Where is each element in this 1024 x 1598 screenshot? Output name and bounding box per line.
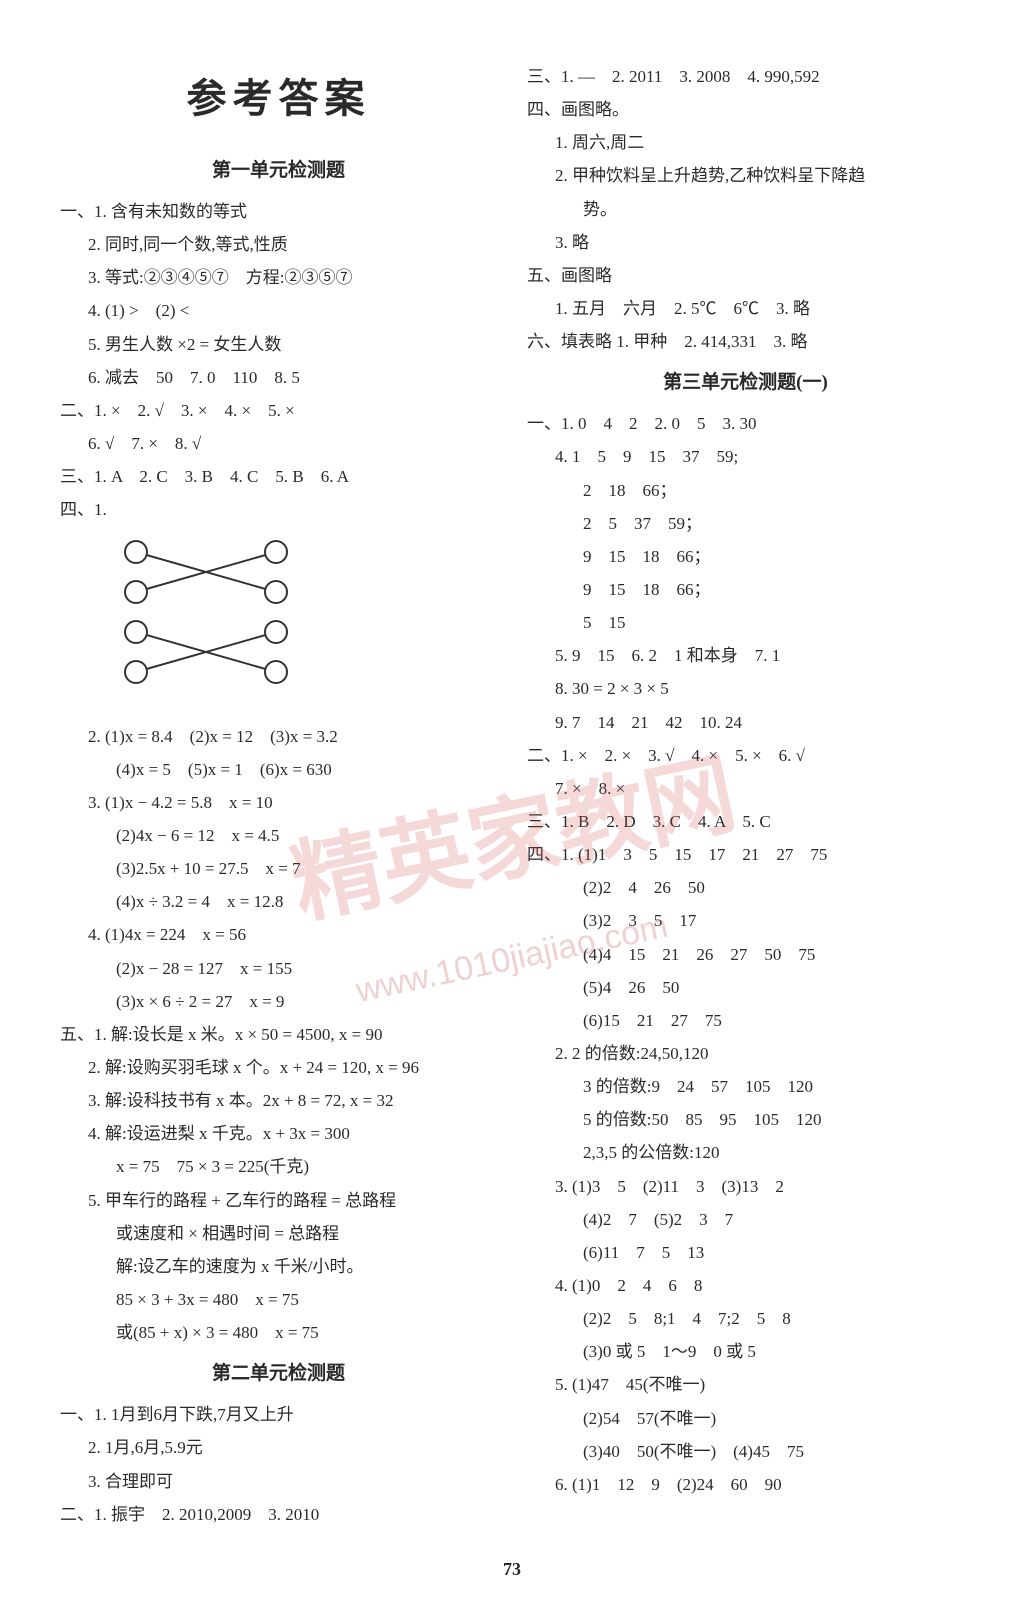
text-line: 2. 同时,同一个数,等式,性质 — [60, 228, 497, 261]
text-line: (3)0 或 5 1～9 0 或 5 — [527, 1335, 964, 1368]
text-line: (3)40 50(不唯一) (4)45 75 — [527, 1435, 964, 1468]
text-line: 4. (1)0 2 4 6 8 — [527, 1269, 964, 1302]
text-line: 二、1. × 2. × 3. √ 4. × 5. × 6. √ — [527, 739, 964, 772]
text-line: 四、1. — [60, 493, 497, 526]
section3-title: 第三单元检测题(一) — [527, 364, 964, 401]
text-line: 9 15 18 66； — [527, 573, 964, 606]
text-line: 或(85 + x) × 3 = 480 x = 75 — [60, 1316, 497, 1349]
text-line: 三、1. B 2. D 3. C 4. A 5. C — [527, 805, 964, 838]
text-line: 6. √ 7. × 8. √ — [60, 427, 497, 460]
text-line: 6. (1)1 12 9 (2)24 60 90 — [527, 1468, 964, 1501]
text-line: 7. × 8. × — [527, 772, 964, 805]
text-line: 三、1. A 2. C 3. B 4. C 5. B 6. A — [60, 460, 497, 493]
text-line: (3)x × 6 ÷ 2 = 27 x = 9 — [60, 985, 497, 1018]
text-line: 5 15 — [527, 606, 964, 639]
text-line: (6)11 7 5 13 — [527, 1236, 964, 1269]
text-line: 3. (1)3 5 (2)11 3 (3)13 2 — [527, 1170, 964, 1203]
text-line: 5. 甲车行的路程 + 乙车行的路程 = 总路程 — [60, 1184, 497, 1217]
text-line: 二、1. 振宇 2. 2010,2009 3. 2010 — [60, 1498, 497, 1531]
text-line: 或速度和 × 相遇时间 = 总路程 — [60, 1217, 497, 1250]
text-line: (6)15 21 27 75 — [527, 1004, 964, 1037]
text-line: 9. 7 14 21 42 10. 24 — [527, 706, 964, 739]
text-line: 2. 2 的倍数:24,50,120 — [527, 1037, 964, 1070]
text-line: 一、1. 含有未知数的等式 — [60, 195, 497, 228]
text-line: 4. (1) > (2) < — [60, 294, 497, 327]
text-line: 6. 减去 50 7. 0 110 8. 5 — [60, 361, 497, 394]
text-line: 5 的倍数:50 85 95 105 120 — [527, 1103, 964, 1136]
text-line: (2)2 4 26 50 — [527, 871, 964, 904]
text-line: 势。 — [527, 193, 964, 226]
text-line: (2)2 5 8;1 4 7;2 5 8 — [527, 1302, 964, 1335]
text-line: 1. 周六,周二 — [527, 126, 964, 159]
text-line: 85 × 3 + 3x = 480 x = 75 — [60, 1283, 497, 1316]
text-line: 3. 合理即可 — [60, 1465, 497, 1498]
text-line: (4)x ÷ 3.2 = 4 x = 12.8 — [60, 885, 497, 918]
text-line: 三、1. — 2. 2011 3. 2008 4. 990,592 — [527, 60, 964, 93]
text-line: 一、1. 1月到6月下跌,7月又上升 — [60, 1398, 497, 1431]
text-line: 4. 1 5 9 15 37 59; — [527, 440, 964, 473]
text-line: 5. (1)47 45(不唯一) — [527, 1368, 964, 1401]
text-line: (5)4 26 50 — [527, 971, 964, 1004]
main-title: 参考答案 — [60, 60, 497, 138]
text-line: 解:设乙车的速度为 x 千米/小时。 — [60, 1250, 497, 1283]
text-line: 2. (1)x = 8.4 (2)x = 12 (3)x = 3.2 — [60, 720, 497, 753]
text-line: 2. 1月,6月,5.9元 — [60, 1431, 497, 1464]
text-line: 9 15 18 66； — [527, 540, 964, 573]
text-line: (4)x = 5 (5)x = 1 (6)x = 630 — [60, 753, 497, 786]
text-line: 四、画图略。 — [527, 93, 964, 126]
text-line: 六、填表略 1. 甲种 2. 414,331 3. 略 — [527, 325, 964, 358]
page-number: 73 — [0, 1559, 1024, 1580]
text-line: 2,3,5 的公倍数:120 — [527, 1136, 964, 1169]
text-line: 五、1. 解:设长是 x 米。x × 50 = 4500, x = 90 — [60, 1018, 497, 1051]
text-line: 一、1. 0 4 2 2. 0 5 3. 30 — [527, 407, 964, 440]
text-line: 四、1. (1)1 3 5 15 17 21 27 75 — [527, 838, 964, 871]
section2-title: 第二单元检测题 — [60, 1355, 497, 1392]
text-line: x = 75 75 × 3 = 225(千克) — [60, 1150, 497, 1183]
text-line: 2 18 66； — [527, 474, 964, 507]
text-line: 4. (1)4x = 224 x = 56 — [60, 918, 497, 951]
matching-diagram — [116, 532, 497, 713]
text-line: (2)54 57(不唯一) — [527, 1402, 964, 1435]
text-line: (2)4x − 6 = 12 x = 4.5 — [60, 819, 497, 852]
text-line: 3. (1)x − 4.2 = 5.8 x = 10 — [60, 786, 497, 819]
text-line: (3)2.5x + 10 = 27.5 x = 7 — [60, 852, 497, 885]
diagram-svg — [116, 532, 296, 702]
text-line: 4. 解:设运进梨 x 千克。x + 3x = 300 — [60, 1117, 497, 1150]
text-line: 3. 等式:②③④⑤⑦ 方程:②③⑤⑦ — [60, 261, 497, 294]
text-line: 3 的倍数:9 24 57 105 120 — [527, 1070, 964, 1103]
section1-title: 第一单元检测题 — [60, 152, 497, 189]
text-line: (3)2 3 5 17 — [527, 904, 964, 937]
text-line: 二、1. × 2. √ 3. × 4. × 5. × — [60, 394, 497, 427]
text-line: 2 5 37 59； — [527, 507, 964, 540]
right-column: 三、1. — 2. 2011 3. 2008 4. 990,592 四、画图略。… — [527, 60, 964, 1531]
text-line: 2. 甲种饮料呈上升趋势,乙种饮料呈下降趋 — [527, 159, 964, 192]
text-line: 8. 30 = 2 × 3 × 5 — [527, 672, 964, 705]
text-line: 2. 解:设购买羽毛球 x 个。x + 24 = 120, x = 96 — [60, 1051, 497, 1084]
text-line: 3. 略 — [527, 226, 964, 259]
text-line: 3. 解:设科技书有 x 本。2x + 8 = 72, x = 32 — [60, 1084, 497, 1117]
text-line: 五、画图略 — [527, 259, 964, 292]
text-line: (2)x − 28 = 127 x = 155 — [60, 952, 497, 985]
page-content: 参考答案 第一单元检测题 一、1. 含有未知数的等式 2. 同时,同一个数,等式… — [60, 60, 964, 1531]
text-line: 1. 五月 六月 2. 5℃ 6℃ 3. 略 — [527, 292, 964, 325]
text-line: (4)4 15 21 26 27 50 75 — [527, 938, 964, 971]
text-line: 5. 男生人数 ×2 = 女生人数 — [60, 328, 497, 361]
text-line: (4)2 7 (5)2 3 7 — [527, 1203, 964, 1236]
text-line: 5. 9 15 6. 2 1 和本身 7. 1 — [527, 639, 964, 672]
left-column: 参考答案 第一单元检测题 一、1. 含有未知数的等式 2. 同时,同一个数,等式… — [60, 60, 497, 1531]
